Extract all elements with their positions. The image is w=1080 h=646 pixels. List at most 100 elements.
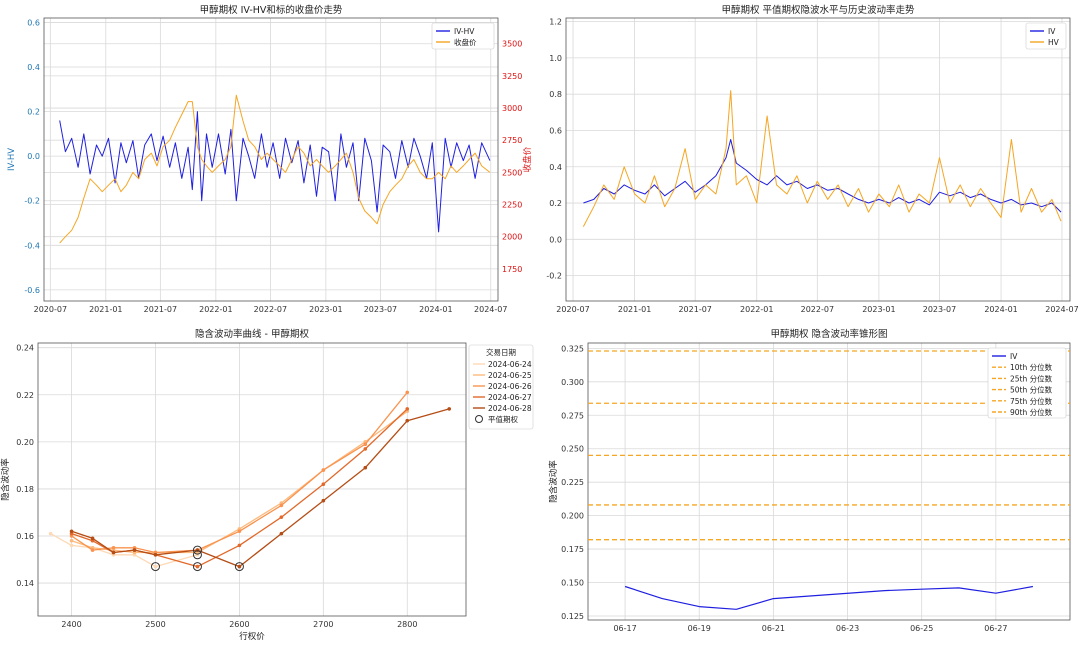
atm-marker	[150, 562, 160, 572]
y-tick-label: -0.2	[24, 197, 40, 206]
series-point	[405, 418, 410, 423]
series-point	[237, 564, 242, 569]
y2-tick-label: 3500	[502, 40, 522, 49]
y-tick-label: 0.175	[561, 545, 584, 554]
panel-iv-hv-trend: 2020-07 2021-01 2021-07 2022-01 2022-07 2023-…	[546, 4, 1078, 314]
series-point	[90, 536, 95, 541]
y-tick-label: 0.2	[549, 199, 562, 208]
series-point	[321, 482, 326, 487]
y-tick-label: 0.300	[561, 378, 584, 387]
plot-frame	[587, 342, 1071, 621]
x-tick-label: 2024-01	[419, 305, 452, 314]
y2-tick-label: 3000	[502, 104, 522, 113]
x-tick-label: 2020-07	[556, 305, 589, 314]
x-tick-label: 06-27	[984, 624, 1007, 633]
series-point	[279, 531, 284, 536]
legend: IV HV	[1025, 22, 1067, 50]
x-tick-label: 2024-07	[474, 305, 507, 314]
atm-marker	[192, 550, 202, 560]
x-tick-label: 2021-01	[618, 305, 651, 314]
series-line-iv	[624, 585, 1034, 610]
legend-title: 交易日期	[486, 347, 516, 357]
atm-marker	[234, 562, 244, 572]
x-tick-label: 2022-01	[740, 305, 773, 314]
series-line-iv	[583, 139, 1062, 213]
y-tick-label: -0.2	[546, 272, 562, 281]
chart-title: 甲醇期权 平值期权隐波水平与历史波动率走势	[721, 4, 915, 16]
y-tick-label: 0.14	[16, 579, 34, 588]
series-point	[69, 543, 74, 548]
y-tick-label: 1.0	[549, 54, 562, 63]
grid	[566, 18, 1070, 301]
y-tick-label: 0.24	[16, 344, 34, 353]
y-tick-label: 0.250	[561, 445, 584, 454]
legend-entry: 50th 分位数	[1010, 385, 1053, 395]
x-tick-label: 2021-07	[678, 305, 711, 314]
legend-entry: 2024-06-26	[488, 382, 532, 391]
x-tick-label: 06-17	[613, 624, 636, 633]
x-tick-label: 06-25	[910, 624, 933, 633]
series-point	[321, 498, 326, 503]
x-tick-label: 2600	[229, 620, 249, 629]
plot-frame	[37, 342, 467, 617]
legend-atm-marker	[475, 415, 483, 423]
series-point	[363, 447, 368, 451]
series-point	[237, 529, 242, 534]
y2-tick-label: 3250	[502, 72, 522, 81]
series-point	[405, 407, 410, 411]
y-tick-label: 0.4	[549, 163, 562, 172]
panel-iv-cone: 06-17 06-19 06-21 06-23 06-25 06-27 0.125 0.150…	[548, 328, 1071, 633]
legend-entry: 收盘价	[454, 37, 477, 47]
legend-entry: 平值期权	[488, 414, 518, 424]
x-tick-label: 2022-07	[254, 305, 287, 314]
legend: 交易日期 2024-06-24 2024-06-25 2024-06-26 2024-0…	[468, 344, 534, 430]
y2-axis-label: 收盘价	[522, 146, 533, 172]
y-tick-label: 0.8	[549, 90, 562, 99]
series-point	[90, 548, 95, 552]
y2-tick-label: 2500	[502, 168, 522, 177]
y-tick-label: 0.125	[561, 612, 584, 621]
series-line-2024-06-24	[50, 533, 198, 568]
legend-entry: 2024-06-27	[488, 393, 532, 402]
series-line-2024-06-28	[71, 408, 450, 568]
legend-box	[1025, 22, 1067, 50]
x-tick-label: 2021-01	[89, 305, 122, 314]
y-tick-label: 0.2	[27, 108, 40, 117]
legend-entry: 10th 分位数	[1010, 362, 1053, 372]
series-point	[132, 548, 137, 552]
y-tick-label: 0.20	[16, 438, 34, 447]
chart-title: 甲醇期权 隐含波动率锥形图	[770, 328, 887, 340]
x-tick-label: 2500	[145, 620, 165, 629]
y-axis-label: 隐含波动率	[548, 460, 559, 503]
legend-entry: 90th 分位数	[1010, 407, 1053, 417]
series-point	[111, 550, 116, 555]
legend-entry: 75th 分位数	[1010, 396, 1053, 406]
series-point	[447, 407, 452, 411]
x-tick-label: 2023-07	[923, 305, 956, 314]
series-line-hv	[582, 90, 1062, 227]
series-point	[321, 468, 326, 472]
y2-tick-label: 2250	[502, 201, 522, 210]
legend-entry: IV	[1048, 27, 1056, 36]
y-axis-label: 隐含波动率	[0, 458, 11, 501]
x-tick-label: 2021-07	[144, 305, 177, 314]
series-point	[363, 465, 368, 470]
x-tick-label: 2400	[61, 620, 81, 629]
panel-iv-hv-close: 2020-07 2021-01 2021-07 2022-01 2022-07 2023-…	[7, 4, 533, 314]
y-tick-label: 0.22	[16, 391, 34, 400]
y-tick-label: -0.6	[24, 286, 40, 295]
legend-box	[987, 347, 1067, 419]
plot-frame	[43, 17, 499, 302]
legend-entry: 2024-06-25	[488, 371, 532, 380]
series-point	[237, 543, 242, 548]
atm-marker	[192, 562, 202, 572]
atm-marker	[192, 545, 202, 555]
x-tick-label: 2023-01	[862, 305, 895, 314]
legend-entry: HV	[1048, 38, 1060, 47]
legend-entry: IV-HV	[454, 27, 475, 36]
x-tick-label: 2020-07	[34, 305, 67, 314]
series-point	[69, 538, 74, 543]
y-tick-label: 0.6	[27, 18, 40, 27]
y-tick-label: 1.2	[549, 18, 562, 27]
